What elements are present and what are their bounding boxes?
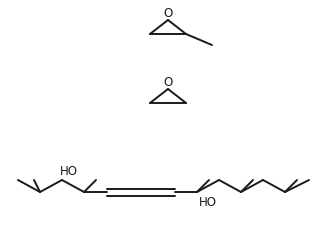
Text: O: O [163, 7, 173, 20]
Text: HO: HO [199, 195, 217, 208]
Text: HO: HO [60, 164, 78, 177]
Text: O: O [163, 76, 173, 89]
